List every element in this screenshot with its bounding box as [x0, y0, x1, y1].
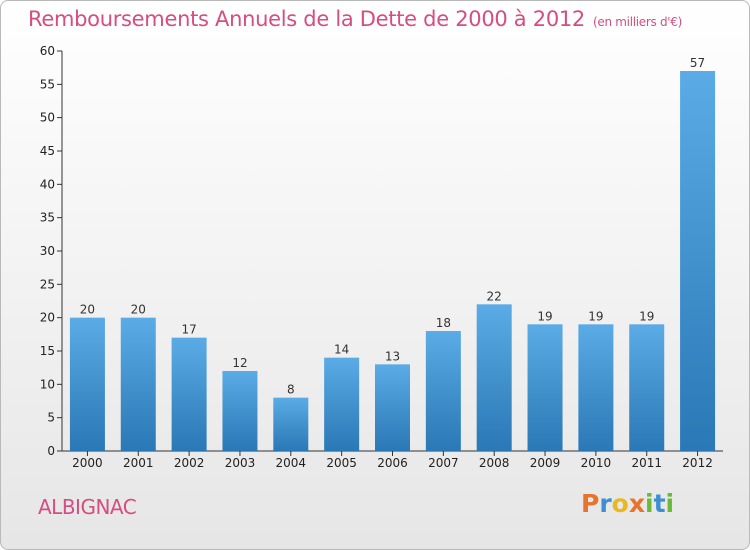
logo-letter: i [645, 489, 654, 518]
data-label-2004: 8 [287, 383, 295, 397]
x-tick-label-2007: 2007 [428, 456, 459, 470]
x-tick-label-2012: 2012 [682, 456, 713, 470]
bar-2006 [375, 364, 410, 451]
logo-letter: o [611, 489, 629, 518]
y-tick-label: 0 [47, 444, 55, 458]
data-label-2005: 14 [334, 343, 349, 357]
x-tick-label-2001: 2001 [123, 456, 154, 470]
data-label-2012: 57 [690, 56, 705, 70]
logo-letter: r [599, 489, 612, 518]
y-tick-label: 45 [40, 144, 55, 158]
y-tick-label: 20 [40, 311, 55, 325]
bar-2002 [171, 337, 207, 451]
x-tick-label-2002: 2002 [174, 456, 205, 470]
commune-name: ALBIGNAC [38, 495, 137, 519]
x-tick-label-2010: 2010 [581, 456, 612, 470]
data-label-2002: 17 [181, 323, 196, 337]
bar-2012 [680, 71, 716, 451]
bar-2007 [425, 331, 461, 451]
logo-letter: P [581, 489, 600, 518]
logo-letter: x [628, 489, 645, 518]
x-tick-label-2006: 2006 [377, 456, 408, 470]
logo-letter: t [653, 489, 666, 518]
logo-letter: i [665, 489, 675, 518]
bar-2008 [476, 304, 512, 451]
y-tick-label: 5 [47, 411, 55, 425]
bar-2000 [69, 317, 105, 451]
y-tick-label: 55 [40, 77, 55, 91]
bar-2011 [629, 324, 665, 451]
bar-2010 [578, 324, 614, 451]
bar-2001 [120, 317, 156, 451]
chart-title: Remboursements Annuels de la Dette de 20… [28, 7, 682, 31]
x-tick-label-2004: 2004 [276, 456, 307, 470]
y-tick-label: 40 [40, 177, 55, 191]
y-tick-label: 35 [40, 211, 55, 225]
x-tick-label-2005: 2005 [326, 456, 357, 470]
data-label-2003: 12 [232, 356, 247, 370]
data-label-2006: 13 [385, 349, 400, 363]
data-label-2008: 22 [487, 289, 502, 303]
data-label-2007: 18 [436, 316, 451, 330]
data-label-2010: 19 [588, 309, 603, 323]
bar-2004 [273, 397, 309, 451]
y-tick-label: 30 [40, 244, 55, 258]
data-label-2000: 20 [80, 303, 95, 317]
chart-bars: 20 20 17 12 8 14 13 18 22 19 19 19 57 [69, 56, 716, 451]
data-label-2011: 19 [639, 309, 654, 323]
proxiti-logo: Proxiti [581, 489, 674, 518]
bar-2005 [324, 357, 360, 451]
x-tick-label-2011: 2011 [631, 456, 662, 470]
bar-2009 [527, 324, 563, 451]
chart-axes: 0 5 10 15 20 25 30 35 40 45 50 55 60 2000 2001 2002 2003… [40, 44, 723, 470]
x-tick-label-2000: 2000 [72, 456, 103, 470]
x-tick-label-2003: 2003 [225, 456, 256, 470]
x-tick-label-2009: 2009 [530, 456, 561, 470]
chart-subtitle: (en milliers d'€) [593, 15, 683, 29]
chart-title-text: Remboursements Annuels de la Dette de 20… [28, 7, 585, 31]
x-tick-label-2008: 2008 [479, 456, 510, 470]
data-label-2009: 19 [537, 309, 552, 323]
y-tick-label: 50 [40, 111, 55, 125]
bar-2003 [222, 371, 258, 451]
y-tick-label: 60 [40, 44, 55, 58]
y-tick-label: 25 [40, 277, 55, 291]
data-label-2001: 20 [131, 303, 146, 317]
y-tick-label: 15 [40, 344, 55, 358]
y-tick-label: 10 [40, 377, 55, 391]
